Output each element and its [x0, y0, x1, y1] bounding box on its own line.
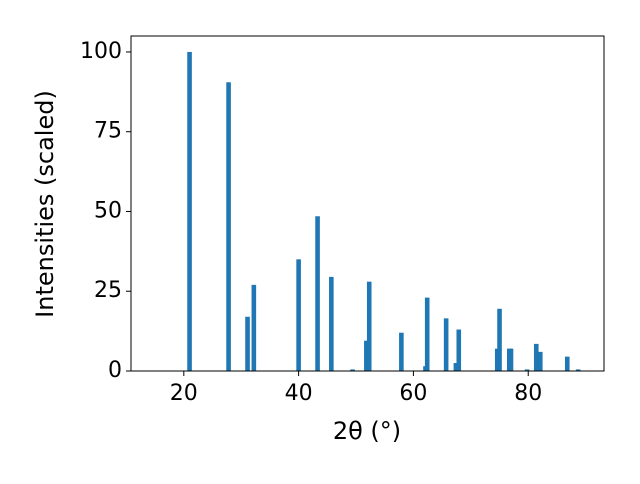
y-axis-label: Intensities (scaled): [31, 90, 59, 318]
bar: [537, 351, 543, 371]
y-tick-label: 50: [94, 198, 122, 223]
bar: [245, 316, 250, 371]
bar: [399, 332, 404, 371]
bar: [296, 259, 301, 371]
bar: [251, 284, 257, 371]
bar: [453, 363, 459, 371]
x-axis-label: 2θ (°): [333, 417, 401, 445]
y-tick-label: 75: [94, 119, 122, 144]
y-tick-label: 25: [94, 278, 122, 303]
plot-frame: [130, 35, 605, 372]
y-tick-label: 0: [108, 358, 122, 383]
bar: [443, 318, 449, 371]
bar: [575, 369, 581, 371]
bar: [564, 356, 570, 371]
bar: [350, 369, 355, 371]
bar: [364, 340, 369, 371]
bar: [187, 51, 192, 371]
bar: [524, 369, 530, 371]
bar: [226, 82, 231, 371]
bar: [456, 329, 462, 371]
bar: [315, 216, 320, 371]
y-tick-label: 100: [80, 39, 122, 64]
bar: [424, 297, 430, 371]
bar: [329, 276, 334, 371]
bar: [366, 281, 372, 371]
x-tick-label: 20: [170, 381, 198, 406]
x-tick-label: 40: [285, 381, 313, 406]
x-tick-label: 60: [399, 381, 427, 406]
bar: [497, 308, 502, 371]
bar: [508, 348, 514, 371]
x-tick-label: 80: [514, 381, 542, 406]
bar: [533, 343, 539, 371]
